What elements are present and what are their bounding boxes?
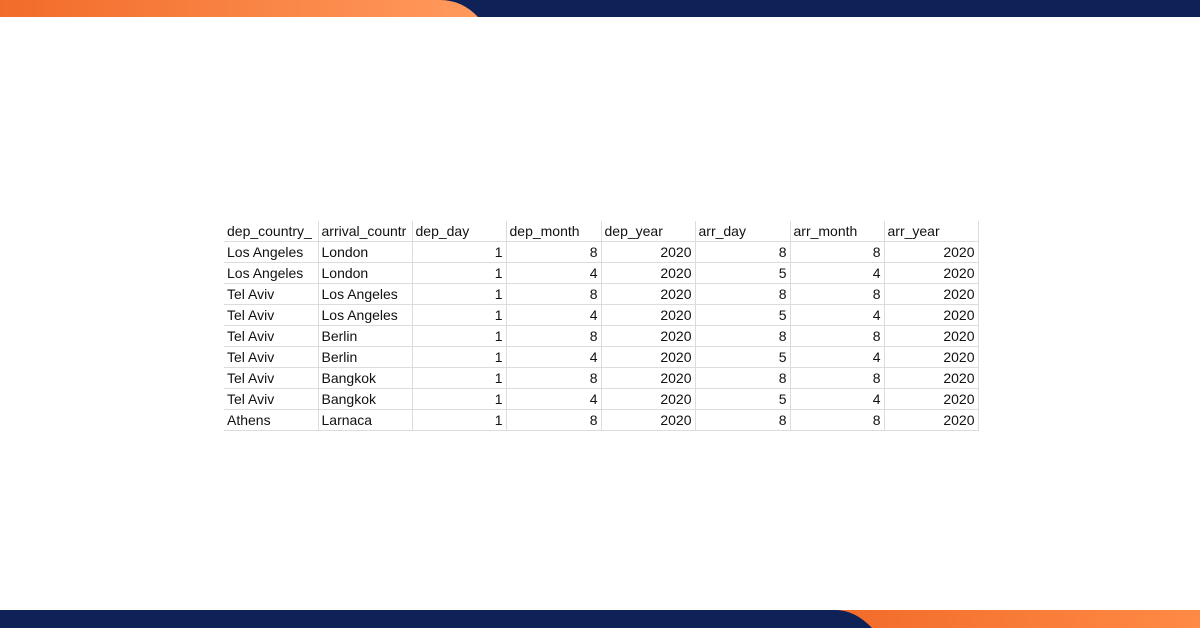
table-cell[interactable]: 2020 — [601, 283, 696, 306]
table-cell[interactable]: Tel Aviv — [224, 304, 319, 327]
table-cell[interactable]: 1 — [412, 304, 507, 327]
table-cell[interactable]: Tel Aviv — [224, 283, 319, 306]
table-row: Tel Aviv Bangkok 1 8 2020 8 8 2020 — [224, 367, 979, 390]
table-row: Tel Aviv Los Angeles 1 8 2020 8 8 2020 — [224, 283, 979, 306]
column-header[interactable]: arr_year — [884, 221, 979, 243]
table-cell[interactable]: Tel Aviv — [224, 367, 319, 390]
table-cell[interactable]: Larnaca — [318, 409, 413, 432]
column-header[interactable]: dep_country_ — [224, 221, 319, 243]
top-banner-graphic — [0, 0, 1200, 17]
table-cell[interactable]: Berlin — [318, 325, 413, 348]
table-cell[interactable]: Los Angeles — [318, 304, 413, 327]
table-cell[interactable]: 2020 — [601, 388, 696, 411]
table-cell[interactable]: 8 — [695, 283, 791, 306]
table-cell[interactable]: 5 — [695, 346, 791, 369]
table-cell[interactable]: 2020 — [884, 367, 979, 390]
table-cell[interactable]: 5 — [695, 304, 791, 327]
table-row: Tel Aviv Los Angeles 1 4 2020 5 4 2020 — [224, 304, 979, 327]
column-header[interactable]: dep_month — [506, 221, 602, 243]
table-cell[interactable]: London — [318, 262, 413, 285]
table-row: Los Angeles London 1 4 2020 5 4 2020 — [224, 262, 979, 285]
table-cell[interactable]: 8 — [506, 325, 602, 348]
table-cell[interactable]: 8 — [695, 325, 791, 348]
table-cell[interactable]: 2020 — [601, 367, 696, 390]
table-cell[interactable]: 1 — [412, 367, 507, 390]
table-cell[interactable]: 2020 — [601, 325, 696, 348]
table-cell[interactable]: 2020 — [601, 346, 696, 369]
table-cell[interactable]: Athens — [224, 409, 319, 432]
table-row: Athens Larnaca 1 8 2020 8 8 2020 — [224, 409, 979, 432]
table-cell[interactable]: 2020 — [601, 241, 696, 264]
table-cell[interactable]: Los Angeles — [224, 262, 319, 285]
table-cell[interactable]: 2020 — [884, 241, 979, 264]
table-row: Tel Aviv Berlin 1 8 2020 8 8 2020 — [224, 325, 979, 348]
table-cell[interactable]: 8 — [506, 409, 602, 432]
table-cell[interactable]: 8 — [790, 409, 885, 432]
header-row: dep_country_ arrival_countr dep_day dep_mon… — [224, 221, 979, 243]
table-cell[interactable]: 4 — [790, 304, 885, 327]
table-cell[interactable]: 2020 — [884, 283, 979, 306]
table-cell[interactable]: 8 — [506, 283, 602, 306]
table-cell[interactable]: 4 — [506, 388, 602, 411]
table-cell[interactable]: 2020 — [884, 388, 979, 411]
table-cell[interactable]: Los Angeles — [318, 283, 413, 306]
table-cell[interactable]: 2020 — [601, 304, 696, 327]
table-cell[interactable]: 8 — [506, 367, 602, 390]
top-banner — [0, 0, 1200, 17]
table-cell[interactable]: 8 — [790, 283, 885, 306]
table-cell[interactable]: 5 — [695, 262, 791, 285]
table-cell[interactable]: 8 — [790, 241, 885, 264]
table-cell[interactable]: 8 — [790, 367, 885, 390]
table-cell[interactable]: Tel Aviv — [224, 325, 319, 348]
table-cell[interactable]: 2020 — [884, 346, 979, 369]
table-cell[interactable]: 4 — [506, 262, 602, 285]
table-cell[interactable]: 4 — [790, 262, 885, 285]
table-cell[interactable]: 5 — [695, 388, 791, 411]
table-cell[interactable]: 4 — [506, 346, 602, 369]
column-header[interactable]: arrival_countr — [318, 221, 413, 243]
table-cell[interactable]: Bangkok — [318, 388, 413, 411]
table-cell[interactable]: 1 — [412, 325, 507, 348]
table-cell[interactable]: 4 — [790, 388, 885, 411]
table-cell[interactable]: 2020 — [884, 304, 979, 327]
column-header[interactable]: dep_day — [412, 221, 507, 243]
table-cell[interactable]: 4 — [790, 346, 885, 369]
table-cell[interactable]: 8 — [695, 241, 791, 264]
table-cell[interactable]: 8 — [695, 409, 791, 432]
table-row: Tel Aviv Berlin 1 4 2020 5 4 2020 — [224, 346, 979, 369]
table-row: Los Angeles London 1 8 2020 8 8 2020 — [224, 241, 979, 264]
table-cell[interactable]: 1 — [412, 241, 507, 264]
column-header[interactable]: arr_month — [790, 221, 885, 243]
table-cell[interactable]: 8 — [790, 325, 885, 348]
spreadsheet-table: dep_country_ arrival_countr dep_day dep_mon… — [224, 221, 979, 432]
column-header[interactable]: arr_day — [695, 221, 791, 243]
spreadsheet-body: dep_country_ arrival_countr dep_day dep_mon… — [224, 221, 979, 432]
table-cell[interactable]: Tel Aviv — [224, 346, 319, 369]
table-cell[interactable]: Tel Aviv — [224, 388, 319, 411]
table-cell[interactable]: 1 — [412, 346, 507, 369]
column-header[interactable]: dep_year — [601, 221, 696, 243]
table-cell[interactable]: 8 — [506, 241, 602, 264]
table-cell[interactable]: 1 — [412, 388, 507, 411]
table-cell[interactable]: Los Angeles — [224, 241, 319, 264]
table-cell[interactable]: 4 — [506, 304, 602, 327]
table-cell[interactable]: 2020 — [601, 262, 696, 285]
table-cell[interactable]: 2020 — [601, 409, 696, 432]
table-cell[interactable]: 2020 — [884, 325, 979, 348]
table-cell[interactable]: 8 — [695, 367, 791, 390]
table-cell[interactable]: Bangkok — [318, 367, 413, 390]
table-row: Tel Aviv Bangkok 1 4 2020 5 4 2020 — [224, 388, 979, 411]
table-cell[interactable]: 2020 — [884, 262, 979, 285]
table-cell[interactable]: Berlin — [318, 346, 413, 369]
bottom-banner — [0, 610, 1200, 628]
table-cell[interactable]: London — [318, 241, 413, 264]
table-cell[interactable]: 1 — [412, 262, 507, 285]
table-cell[interactable]: 1 — [412, 409, 507, 432]
table-cell[interactable]: 2020 — [884, 409, 979, 432]
table-cell[interactable]: 1 — [412, 283, 507, 306]
bottom-banner-graphic — [0, 610, 1200, 628]
